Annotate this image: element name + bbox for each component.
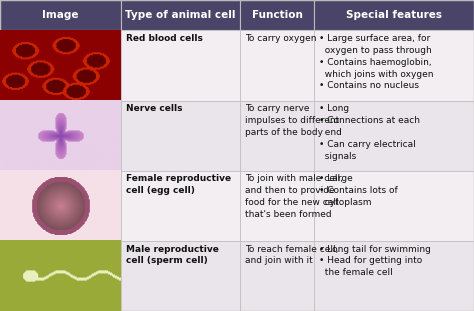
- Bar: [0, 30, 121, 101]
- Bar: [121, 101, 240, 171]
- Text: • Large
• Contains lots of
  cytoplasm: • Large • Contains lots of cytoplasm: [319, 174, 398, 207]
- Bar: [314, 0, 474, 30]
- Text: To carry oxygen: To carry oxygen: [245, 34, 317, 43]
- Text: To join with male cell,
and then to provide
food for the new cell
that's been fo: To join with male cell, and then to prov…: [245, 174, 343, 219]
- Bar: [0, 101, 121, 171]
- Bar: [240, 0, 314, 30]
- Bar: [314, 171, 474, 241]
- Text: Nerve cells: Nerve cells: [126, 104, 182, 113]
- Text: To reach female cell,
and join with it: To reach female cell, and join with it: [245, 244, 338, 265]
- Text: To carry nerve
impulses to different
parts of the body: To carry nerve impulses to different par…: [245, 104, 339, 137]
- Bar: [0, 171, 121, 241]
- Text: Function: Function: [252, 10, 303, 20]
- Bar: [121, 30, 240, 101]
- Bar: [314, 241, 474, 311]
- Bar: [0, 241, 121, 311]
- Bar: [240, 171, 314, 241]
- Text: Red blood cells: Red blood cells: [126, 34, 202, 43]
- Text: Male reproductive
cell (sperm cell): Male reproductive cell (sperm cell): [126, 244, 219, 265]
- Bar: [121, 241, 240, 311]
- Bar: [240, 101, 314, 171]
- Text: • Long tail for swimming
• Head for getting into
  the female cell: • Long tail for swimming • Head for gett…: [319, 244, 431, 277]
- Text: Female reproductive
cell (egg cell): Female reproductive cell (egg cell): [126, 174, 231, 195]
- Bar: [240, 241, 314, 311]
- Bar: [121, 0, 240, 30]
- Bar: [314, 101, 474, 171]
- Bar: [0, 0, 121, 30]
- Text: • Large surface area, for
  oxygen to pass through
• Contains haemoglobin,
  whi: • Large surface area, for oxygen to pass…: [319, 34, 434, 91]
- Bar: [121, 171, 240, 241]
- Text: • Long
• Connections at each
  end
• Can carry electrical
  signals: • Long • Connections at each end • Can c…: [319, 104, 420, 160]
- Bar: [240, 30, 314, 101]
- Text: Image: Image: [42, 10, 79, 20]
- Text: Type of animal cell: Type of animal cell: [125, 10, 236, 20]
- Bar: [314, 30, 474, 101]
- Text: Special features: Special features: [346, 10, 442, 20]
